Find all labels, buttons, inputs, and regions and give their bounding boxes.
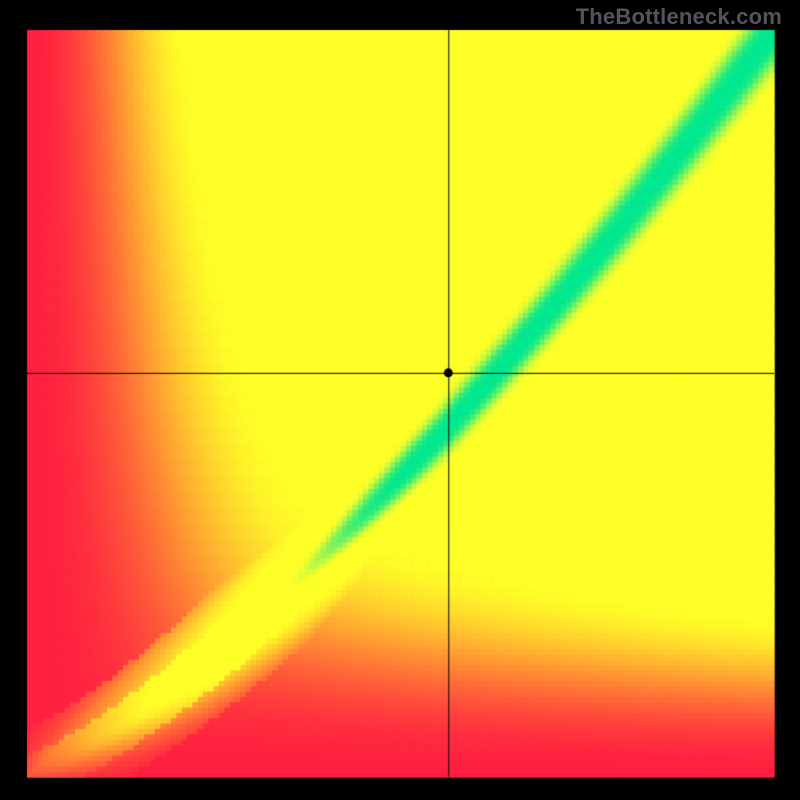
- chart-container: TheBottleneck.com: [0, 0, 800, 800]
- heatmap-canvas: [0, 0, 800, 800]
- watermark-text: TheBottleneck.com: [576, 4, 782, 30]
